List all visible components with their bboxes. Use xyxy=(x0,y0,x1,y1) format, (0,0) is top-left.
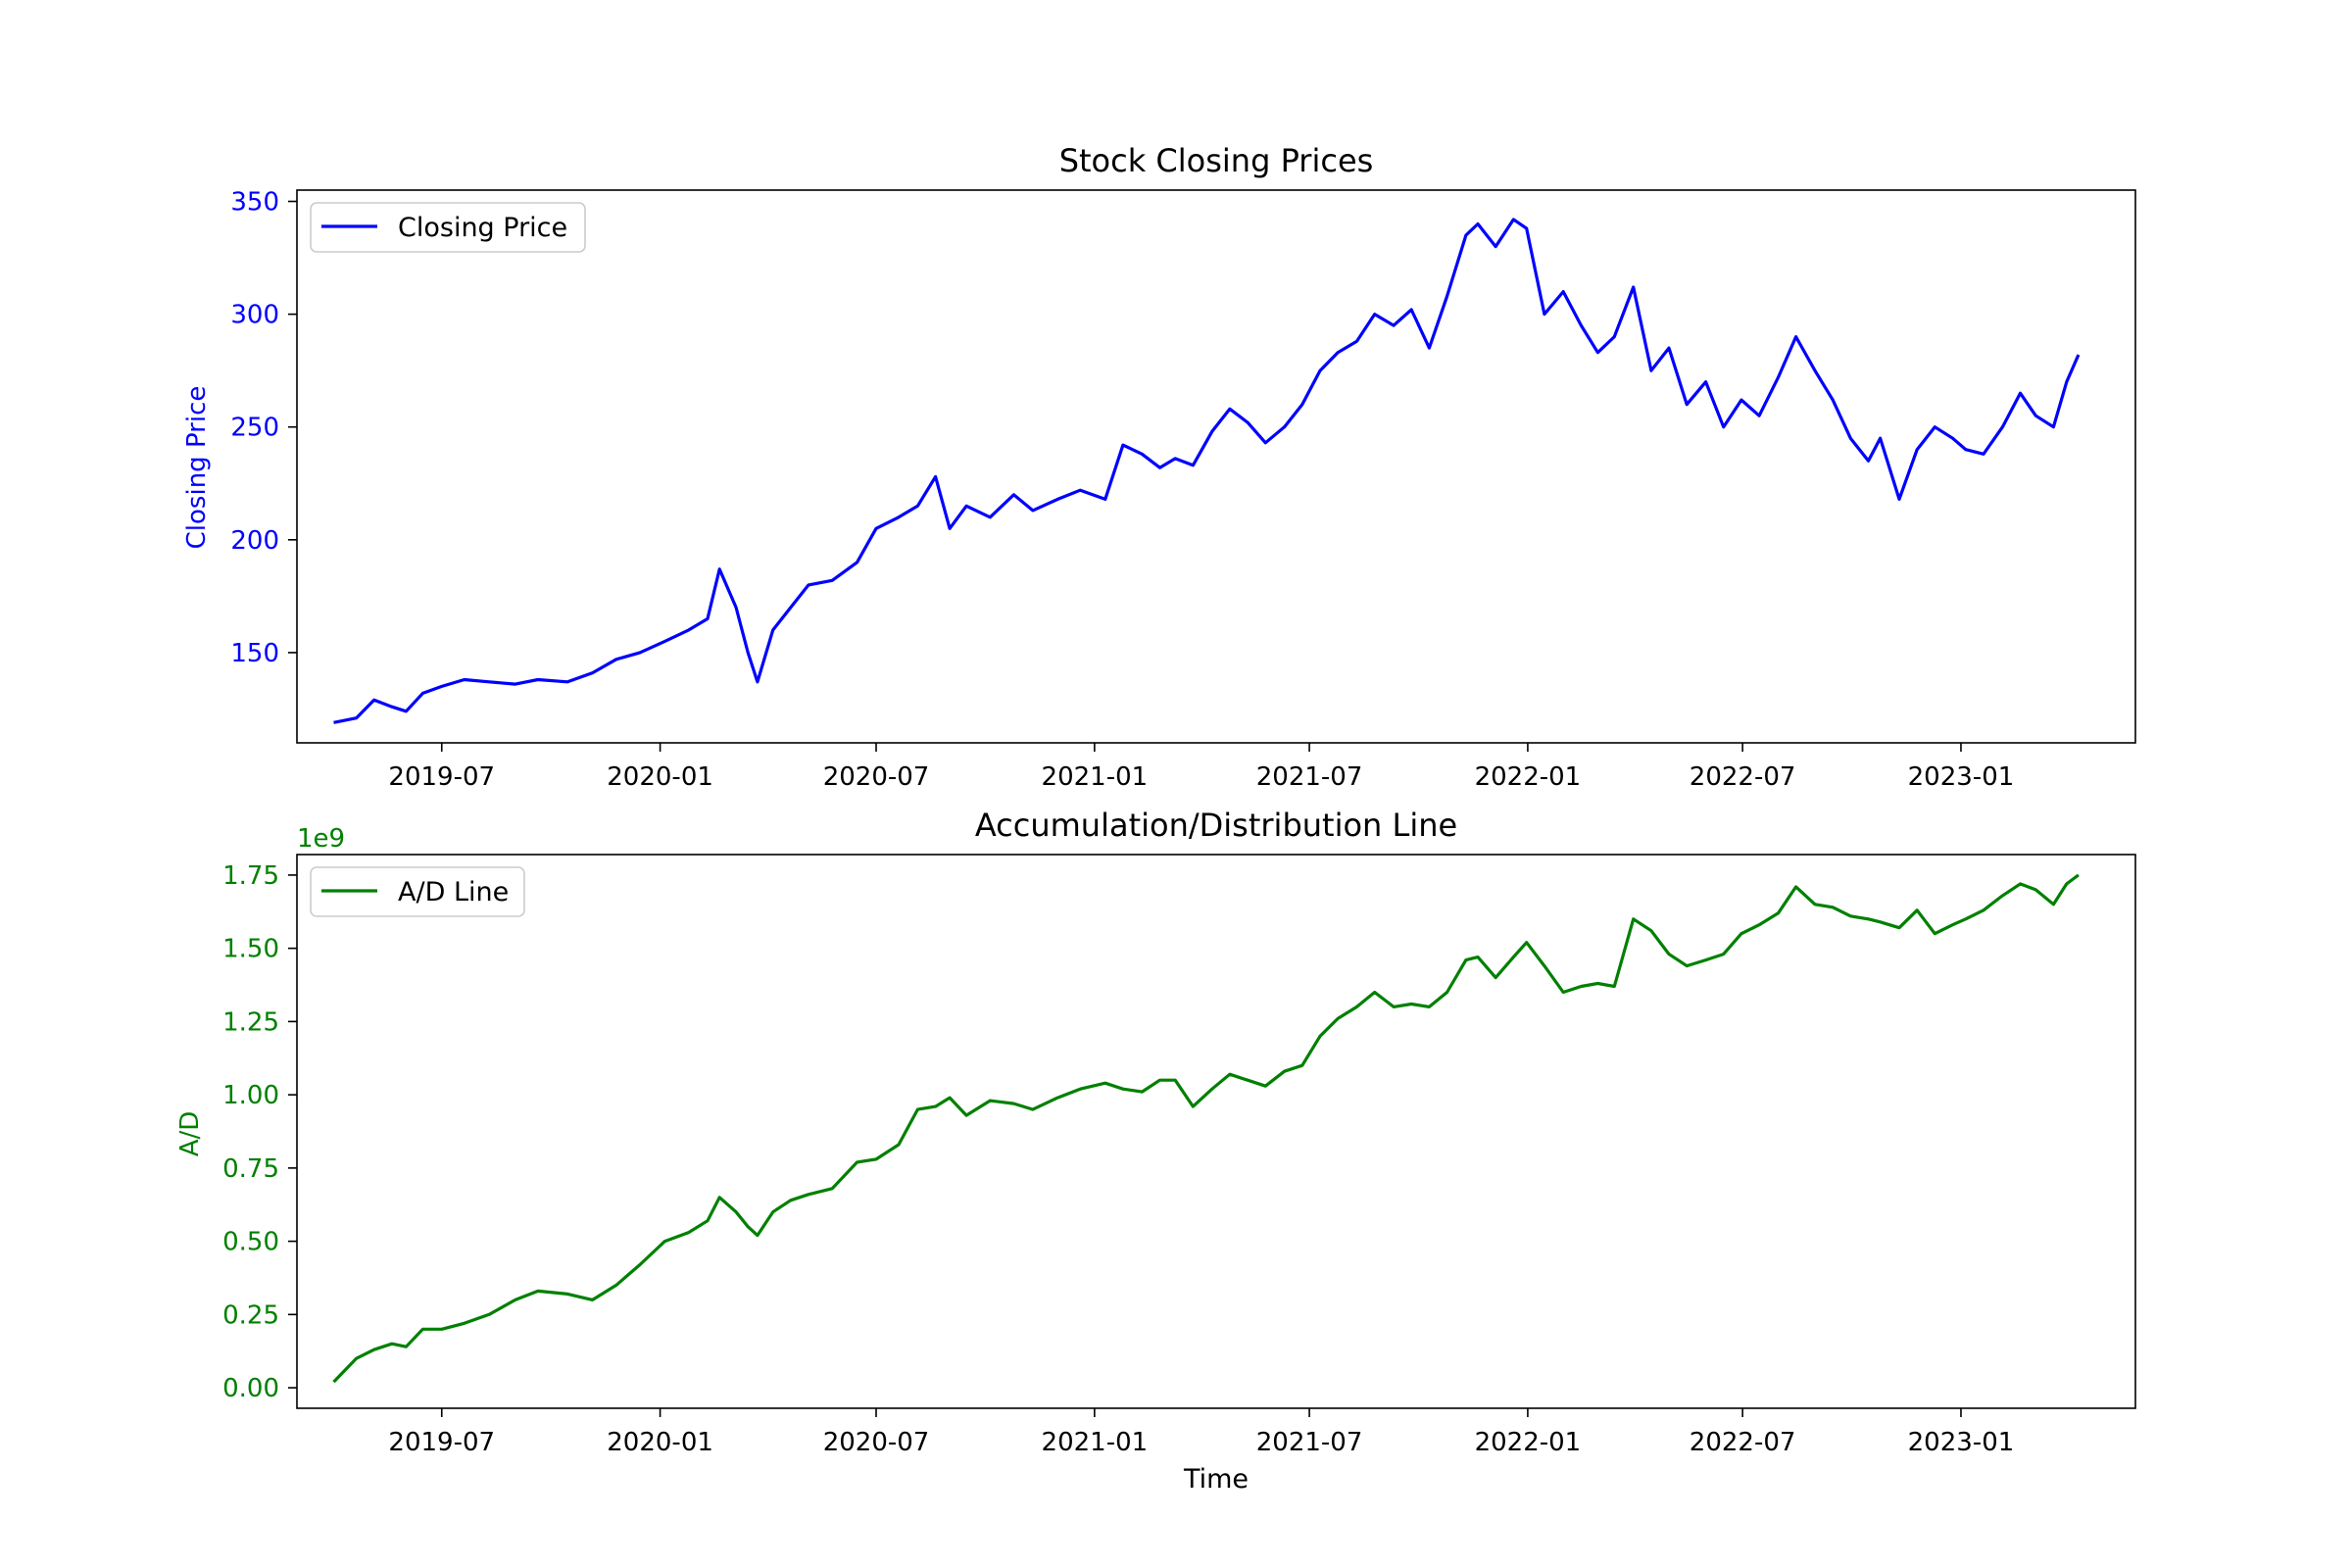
x-tick-label: 2019-07 xyxy=(388,1428,495,1457)
y-tick-label: 300 xyxy=(230,301,279,330)
x-tick-label: 2022-07 xyxy=(1690,1428,1796,1457)
y-tick-label: 1.75 xyxy=(222,861,279,891)
x-axis-label: Time xyxy=(1183,1464,1249,1494)
x-tick-label: 2020-01 xyxy=(607,762,713,792)
y-tick-label: 150 xyxy=(230,639,279,668)
x-axis-ticks: 2019-07 2020-01 2020-07 2021-01 2021-07 2022-… xyxy=(388,743,2014,792)
x-tick-label: 2021-01 xyxy=(1042,1428,1149,1457)
x-tick-label: 2023-01 xyxy=(1908,1428,2015,1457)
y-axis-label: Closing Price xyxy=(182,386,212,550)
legend-label: A/D Line xyxy=(398,877,509,907)
x-tick-label: 2020-07 xyxy=(823,762,930,792)
x-tick-label: 2020-07 xyxy=(823,1428,930,1457)
y-tick-label: 1.25 xyxy=(222,1007,279,1037)
x-tick-label: 2021-07 xyxy=(1256,762,1363,792)
y-tick-label: 250 xyxy=(230,414,279,443)
y-axis-ticks: 150 200 250 300 350 xyxy=(230,188,297,668)
x-tick-label: 2021-07 xyxy=(1256,1428,1363,1457)
plot-frame xyxy=(296,854,2136,1409)
chart-title: Accumulation/Distribution Line xyxy=(975,807,1457,844)
closing-price-line xyxy=(333,218,2081,724)
x-axis-ticks: 2019-07 2020-01 2020-07 2021-01 2021-07 2022-… xyxy=(388,1408,2014,1457)
legend: A/D Line xyxy=(310,866,525,917)
plot-frame xyxy=(296,189,2136,744)
x-tick-label: 2022-01 xyxy=(1475,1428,1582,1457)
ad-line-axes: Accumulation/Distribution Line 1e9 A/D T… xyxy=(175,807,2136,1494)
legend-box xyxy=(310,866,525,917)
x-tick-label: 2020-01 xyxy=(607,1428,713,1457)
legend-label: Closing Price xyxy=(398,213,567,243)
closing-price-axes: Stock Closing Prices Closing Price 2019-… xyxy=(182,142,2136,792)
y-axis-ticks: 0.00 0.25 0.50 0.75 1.00 1.25 1.50 1.75 xyxy=(222,861,297,1403)
y-tick-label: 0.75 xyxy=(222,1154,279,1184)
y-axis-label: A/D xyxy=(175,1111,205,1157)
chart-title: Stock Closing Prices xyxy=(1059,142,1374,179)
legend-box xyxy=(310,202,586,253)
x-tick-label: 2021-01 xyxy=(1042,762,1149,792)
x-tick-label: 2022-07 xyxy=(1690,762,1796,792)
y-tick-label: 0.50 xyxy=(222,1228,279,1257)
legend: Closing Price xyxy=(310,202,586,253)
y-tick-label: 1.00 xyxy=(222,1081,279,1110)
y-tick-label: 0.00 xyxy=(222,1374,279,1403)
x-tick-label: 2022-01 xyxy=(1475,762,1582,792)
ad-line xyxy=(332,873,2080,1384)
y-tick-label: 200 xyxy=(230,526,279,556)
x-tick-label: 2019-07 xyxy=(388,762,495,792)
x-tick-label: 2023-01 xyxy=(1908,762,2015,792)
y-axis-offset-label: 1e9 xyxy=(297,824,345,854)
y-tick-label: 1.50 xyxy=(222,935,279,964)
y-tick-label: 0.25 xyxy=(222,1300,279,1330)
y-tick-label: 350 xyxy=(230,188,279,218)
